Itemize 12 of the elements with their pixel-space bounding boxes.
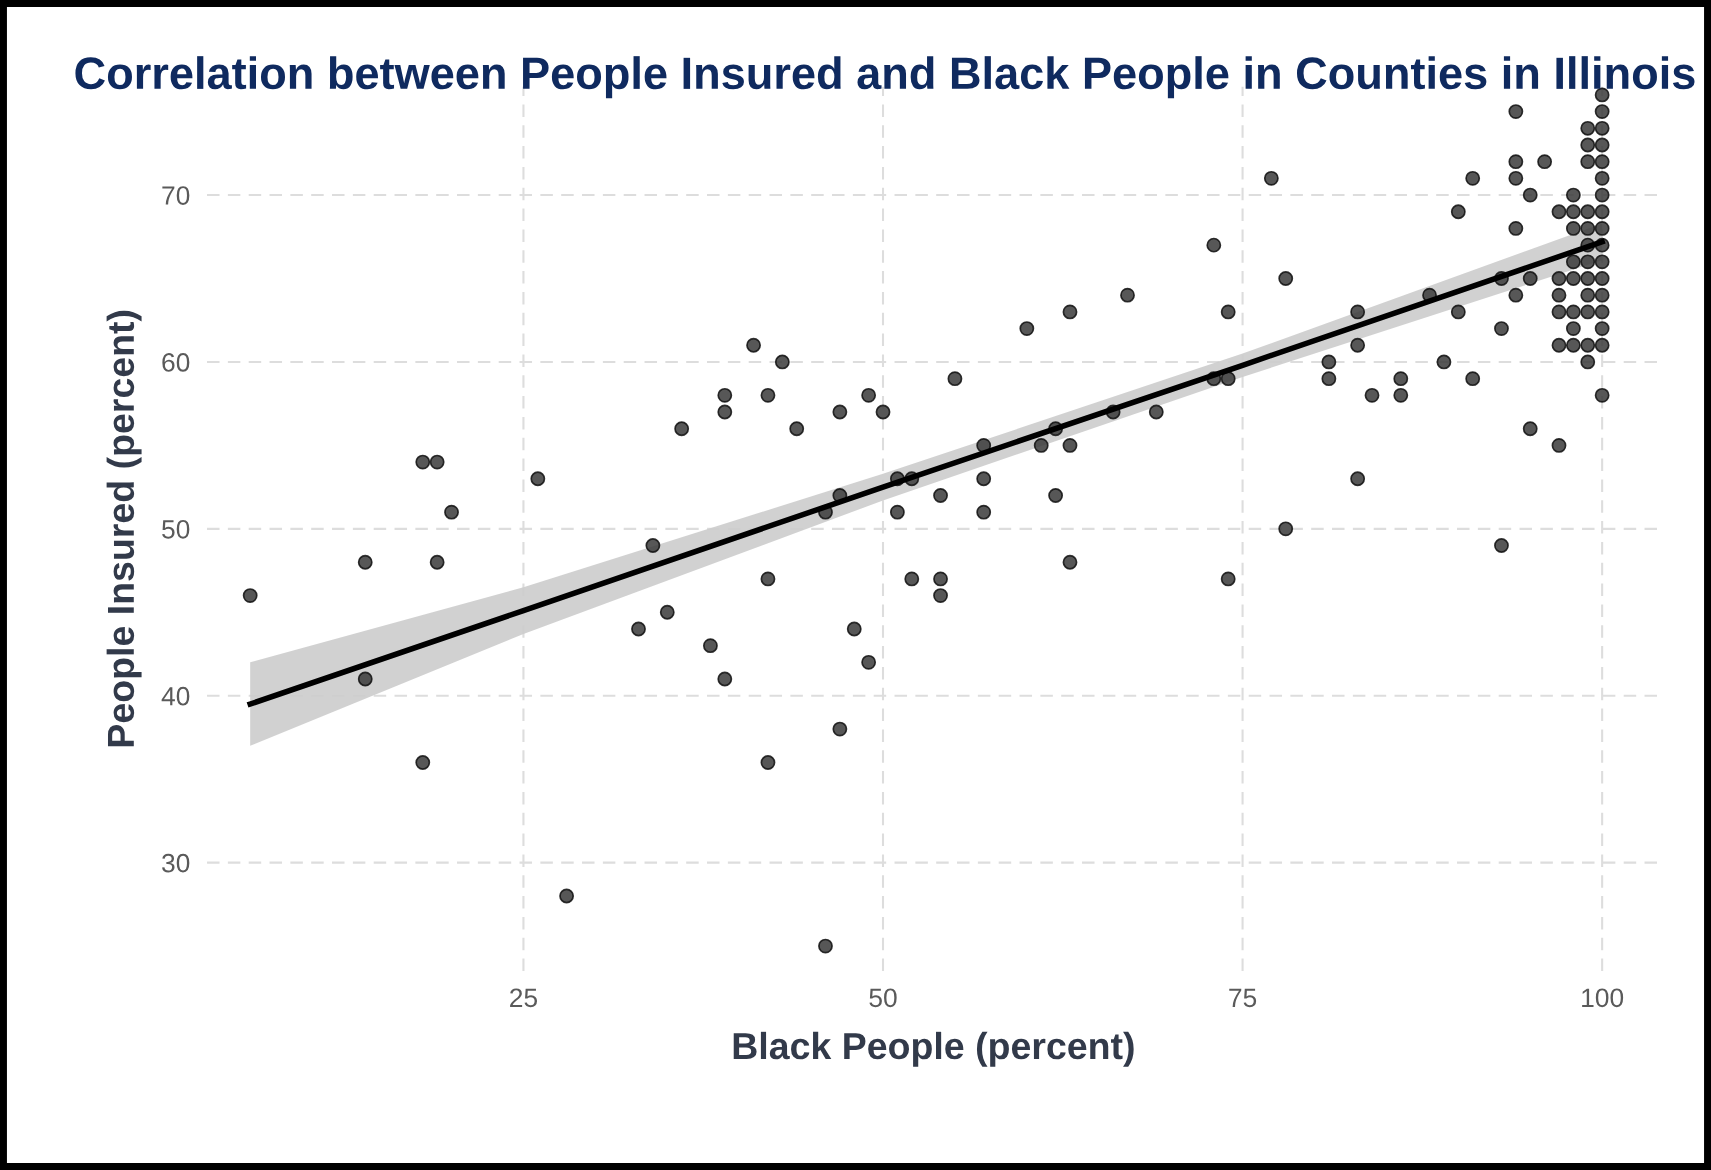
x-axis-title: Black People (percent) <box>733 1031 1134 1067</box>
y-tick-label: 50 <box>162 519 190 539</box>
y-tick-label: 40 <box>161 686 190 706</box>
y-tick-label: 70 <box>162 186 190 205</box>
x-tick-label: 50 <box>869 988 897 1008</box>
y-tick-label: 60 <box>162 353 190 372</box>
x-tick-label: 100 <box>1582 988 1624 1008</box>
y-axis-title: People Insured (percent) <box>106 310 142 747</box>
y-tick-label: 30 <box>162 853 190 873</box>
chart-title: Correlation between People Insured and Black People in Counties in Illinois <box>75 56 1695 99</box>
x-tick-label: 25 <box>510 988 538 1008</box>
x-tick-label: 75 <box>1229 988 1257 1008</box>
